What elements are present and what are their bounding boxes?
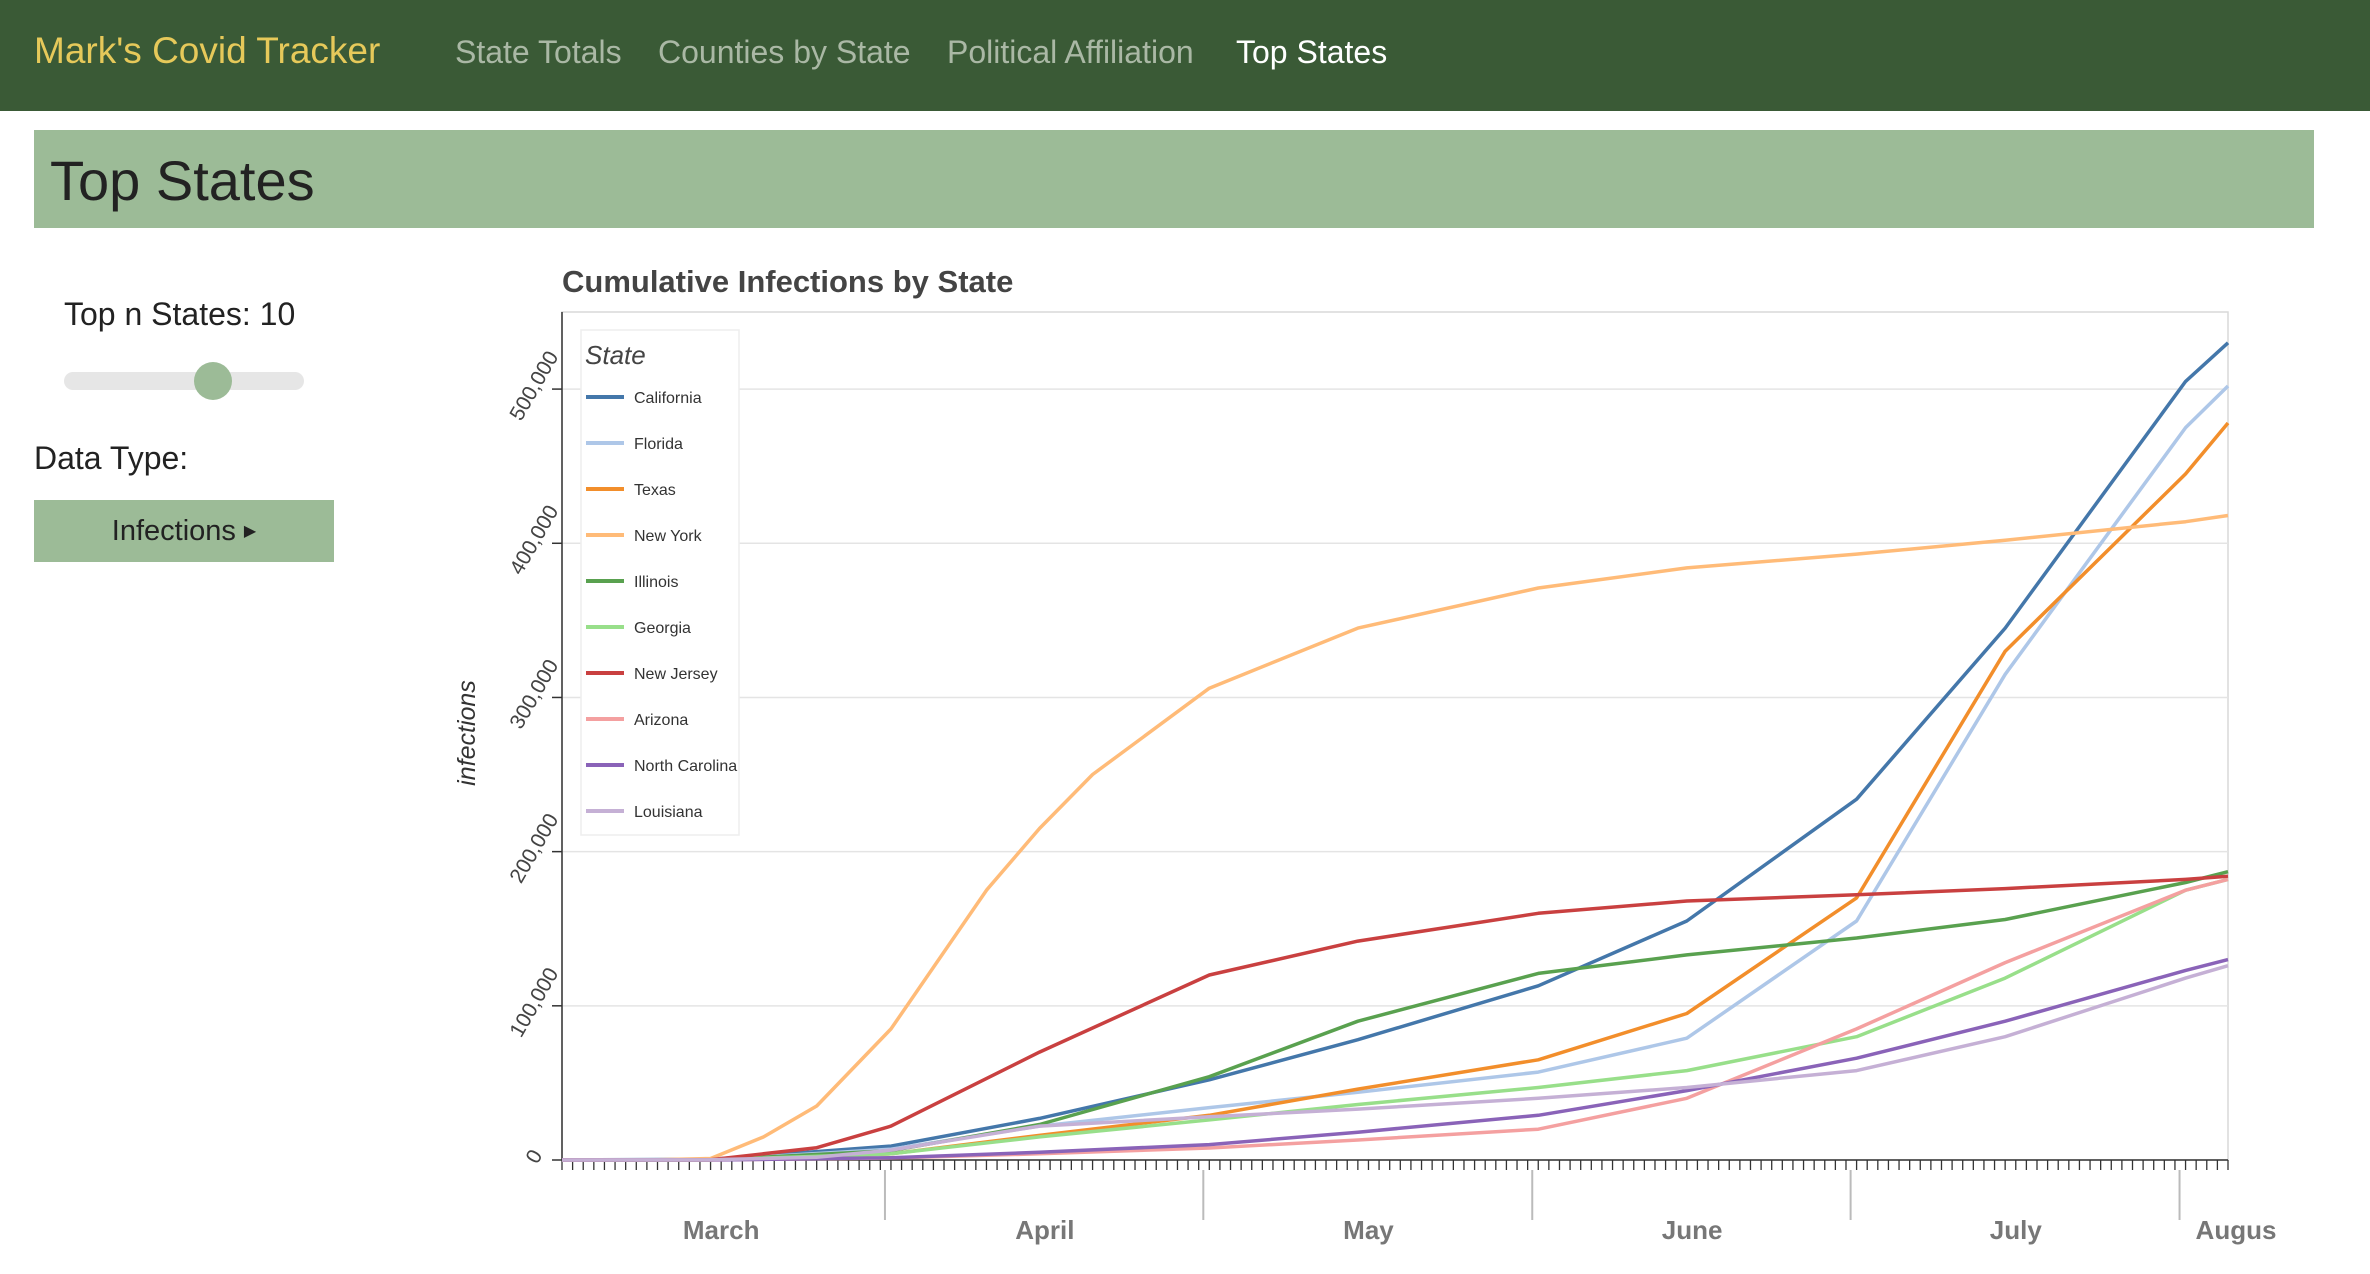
month-label: July	[1990, 1215, 2043, 1245]
month-label: June	[1662, 1215, 1723, 1245]
top-n-slider-handle[interactable]	[194, 362, 232, 400]
legend-entry-florida: Florida	[634, 436, 683, 453]
series-line-north-carolina	[562, 957, 2229, 1162]
nav-link-top-states[interactable]: Top States	[1236, 34, 1388, 70]
series-line-illinois	[561, 870, 2229, 1162]
nav-link-counties-by-state[interactable]: Counties by State	[658, 34, 911, 70]
nav-link-political-affiliation[interactable]: Political Affiliation	[947, 34, 1194, 70]
y-tick-label: 0	[521, 1146, 547, 1168]
navbar: Mark's Covid Tracker State Totals Counti…	[0, 0, 2370, 111]
month-label: March	[683, 1215, 760, 1245]
data-type-label: Data Type:	[34, 440, 189, 476]
page-header: Top States	[34, 130, 2314, 228]
series-line-new-york	[561, 513, 2229, 1162]
legend-entry-louisiana: Louisiana	[634, 804, 703, 821]
top-n-slider-track[interactable]	[64, 372, 304, 390]
legend-entry-north-carolina: North Carolina	[634, 758, 737, 775]
legend-title: State	[585, 340, 646, 370]
month-label: May	[1343, 1215, 1394, 1245]
series-line-texas	[561, 421, 2230, 1162]
y-axis-label: infections	[453, 680, 481, 786]
legend-entry-california: California	[634, 390, 702, 407]
legend-entry-new-york: New York	[634, 528, 703, 545]
data-type-dropdown-button[interactable]: Infections ▶	[34, 500, 334, 562]
caret-right-icon: ▶	[243, 523, 257, 540]
legend-entry-arizona: Arizona	[634, 712, 688, 729]
legend-entry-illinois: Illinois	[634, 574, 678, 591]
y-tick-label: 400,000	[505, 501, 563, 578]
month-label: Augus	[2196, 1215, 2277, 1245]
legend-entry-new-jersey: New Jersey	[634, 666, 718, 683]
legend-box	[580, 329, 740, 836]
nav-link-state-totals[interactable]: State Totals	[455, 34, 622, 70]
brand-logo-text[interactable]: Mark's Covid Tracker	[34, 30, 381, 71]
y-tick-label: 100,000	[505, 964, 563, 1041]
series-line-new-jersey	[561, 874, 2229, 1162]
data-type-button-label: Infections	[111, 514, 236, 547]
legend-entry-texas: Texas	[634, 482, 676, 499]
series-line-georgia	[561, 877, 2229, 1162]
chart-title: Cumulative Infections by State	[562, 264, 1013, 299]
y-tick-label: 300,000	[505, 656, 563, 733]
month-label: April	[1015, 1215, 1074, 1245]
top-n-slider-label: Top n States: 10	[64, 296, 296, 332]
legend-entry-georgia: Georgia	[634, 620, 691, 637]
y-tick-label: 500,000	[505, 347, 563, 424]
series-line-louisiana	[561, 964, 2229, 1162]
page-title: Top States	[50, 149, 315, 212]
y-tick-label: 200,000	[505, 810, 563, 887]
series-line-california	[561, 341, 2230, 1162]
plot-area-frame	[561, 311, 2229, 1161]
